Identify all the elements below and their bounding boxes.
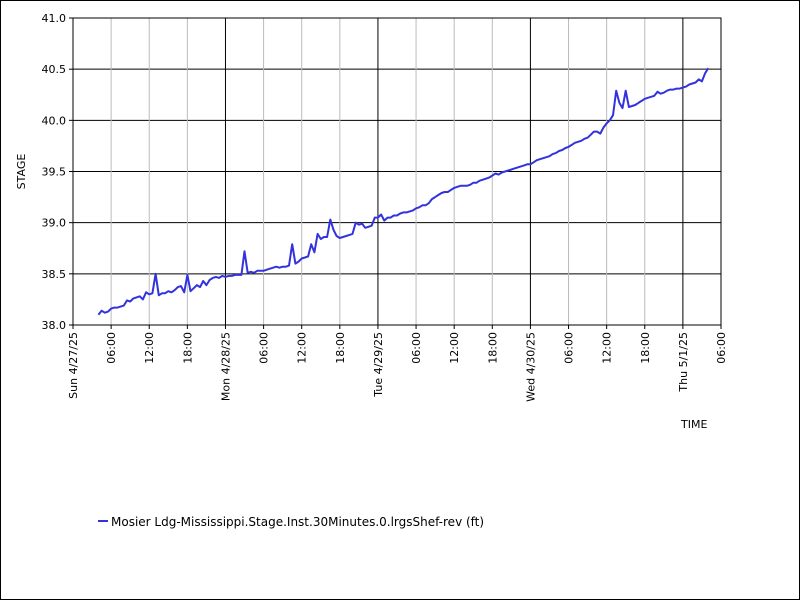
x-tick-label: Wed 4/30/25 [524, 332, 537, 402]
y-tick-label: 40.0 [42, 114, 67, 127]
y-tick-label: 38.5 [42, 268, 67, 281]
x-tick-label: 18:00 [486, 332, 499, 364]
x-tick-label: 06:00 [715, 332, 728, 364]
y-tick-label: 39.5 [42, 166, 67, 179]
x-tick-label: Mon 4/28/25 [219, 332, 232, 401]
x-axis-label: TIME [680, 418, 707, 431]
x-tick-label: 18:00 [181, 332, 194, 364]
y-tick-label: 38.0 [42, 319, 67, 332]
x-tick-label: 06:00 [410, 332, 423, 364]
grid-lines [72, 17, 722, 326]
x-tick-label: 06:00 [563, 332, 576, 364]
x-tick-label: Thu 5/1/25 [677, 332, 690, 393]
x-tick-label: 06:00 [105, 332, 118, 364]
legend-entry: Mosier Ldg-Mississippi.Stage.Inst.30Minu… [111, 515, 484, 529]
x-tick-label: 12:00 [143, 332, 156, 364]
x-tick-label: Tue 4/29/25 [372, 332, 385, 398]
x-axis-ticks: Sun 4/27/25 06:00 12:00 18:00 Mon 4/28/25 06:… [67, 325, 728, 402]
series-line [97, 67, 710, 316]
y-tick-label: 39.0 [42, 217, 67, 230]
x-tick-label: 18:00 [639, 332, 652, 364]
x-tick-label: 12:00 [296, 332, 309, 364]
y-tick-label: 41.0 [42, 12, 67, 25]
x-tick-label: 18:00 [334, 332, 347, 364]
y-axis-label: STAGE [15, 154, 28, 190]
x-tick-label: 06:00 [258, 332, 271, 364]
x-tick-label: Sun 4/27/25 [67, 332, 80, 399]
y-tick-label: 40.5 [42, 63, 67, 76]
y-axis-ticks: 38.0 38.5 39.0 39.5 40.0 40.5 41.0 [42, 12, 73, 332]
x-tick-label: 12:00 [601, 332, 614, 364]
x-tick-label: 12:00 [448, 332, 461, 364]
